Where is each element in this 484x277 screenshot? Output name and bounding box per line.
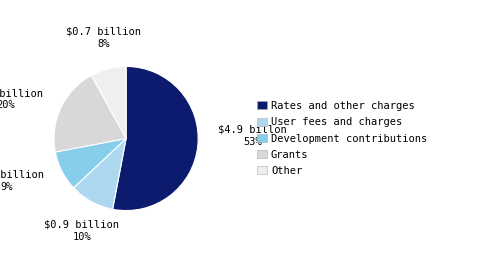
Legend: Rates and other charges, User fees and charges, Development contributions, Grant: Rates and other charges, User fees and c… <box>257 101 426 176</box>
Text: $0.8 billion
9%: $0.8 billion 9% <box>0 169 44 192</box>
Wedge shape <box>74 138 126 209</box>
Wedge shape <box>91 66 126 138</box>
Text: $0.9 billion
10%: $0.9 billion 10% <box>44 219 119 242</box>
Text: $0.7 billion
8%: $0.7 billion 8% <box>65 27 140 49</box>
Text: $1.8 billion
20%: $1.8 billion 20% <box>0 88 43 111</box>
Text: $4.9 billon
53%: $4.9 billon 53% <box>217 125 286 147</box>
Wedge shape <box>55 138 126 188</box>
Wedge shape <box>54 75 126 152</box>
Wedge shape <box>112 66 198 211</box>
